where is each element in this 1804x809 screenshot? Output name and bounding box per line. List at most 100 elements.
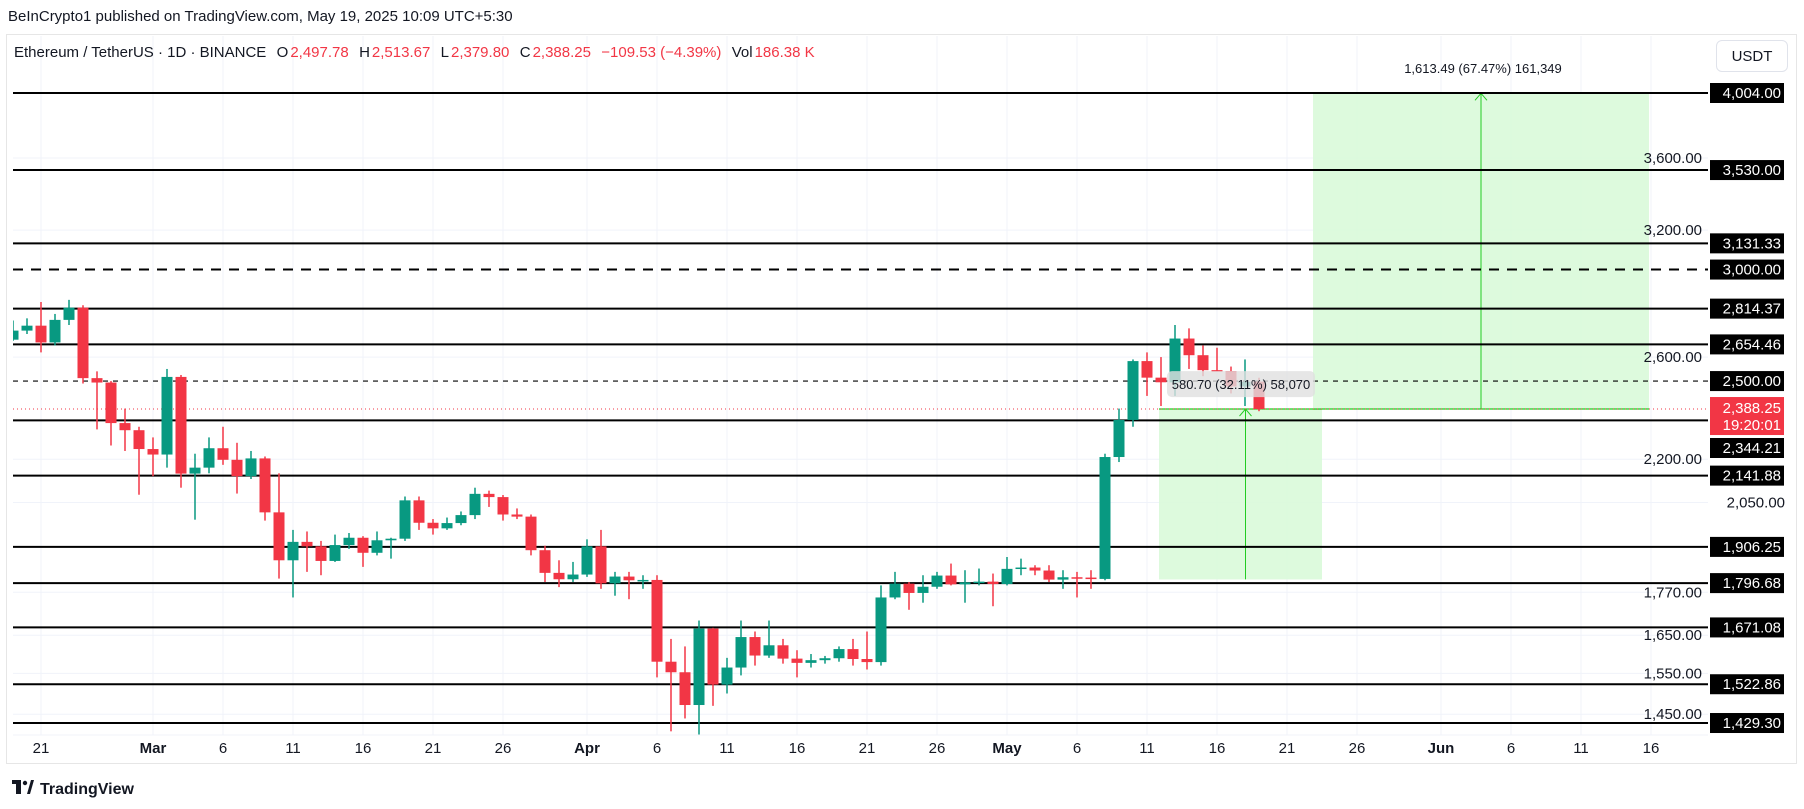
- badge-bg: [1710, 573, 1784, 594]
- candle-body: [455, 515, 467, 524]
- candle: [273, 473, 285, 579]
- x-tick-label: 11: [1573, 740, 1589, 757]
- close-value: 2,388.25: [532, 44, 591, 61]
- candle-body: [259, 458, 271, 513]
- candle: [917, 575, 929, 603]
- candle: [1099, 453, 1111, 581]
- badge-bg: [1710, 83, 1784, 103]
- candle-body: [623, 576, 635, 581]
- candle-body: [553, 572, 565, 580]
- badge-text: 2,654.46: [1723, 336, 1781, 353]
- level-price-badge: 2,344.21: [1710, 438, 1784, 458]
- candle-body: [1071, 577, 1083, 579]
- candle-body: [287, 541, 299, 561]
- badge-bg: [1710, 536, 1784, 557]
- badge-text: 2,141.88: [1723, 468, 1781, 485]
- tradingview-brand: TradingView: [40, 780, 134, 798]
- candle-body: [1043, 570, 1055, 580]
- measurement-box: [1159, 409, 1322, 580]
- change-value: −109.53 (−4.39%): [601, 44, 722, 61]
- level-price-badge: 1,796.68: [1710, 573, 1784, 594]
- candle-body: [35, 325, 47, 343]
- tradingview-footer[interactable]: TradingView: [12, 780, 134, 799]
- level-price-badge: 1,671.08: [1710, 617, 1784, 638]
- candle: [217, 426, 229, 465]
- candle-body: [819, 658, 831, 661]
- low-label: L: [440, 44, 449, 61]
- candle: [287, 529, 299, 598]
- candle: [13, 320, 19, 341]
- candle-body: [1197, 355, 1209, 371]
- x-tick-label: 21: [859, 740, 876, 757]
- y-tick-label: 1,770.00: [1644, 584, 1702, 601]
- close-label: C: [519, 44, 531, 61]
- candle-body: [175, 376, 187, 474]
- countdown-text: 19:20:01: [1723, 417, 1781, 434]
- candle-body: [525, 516, 537, 551]
- candle: [343, 533, 355, 549]
- plot-area: 580.70 (32.11%) 58,070: [13, 36, 1708, 735]
- candle-body: [385, 538, 397, 541]
- y-tick-label: 3,600.00: [1644, 150, 1702, 167]
- candle: [721, 657, 733, 694]
- candle-body: [119, 423, 131, 431]
- measurement-label: 580.70 (32.11%) 58,070: [1172, 377, 1311, 392]
- candle-body: [77, 307, 89, 379]
- candle-body: [581, 546, 593, 575]
- y-tick-label: 1,550.00: [1644, 665, 1702, 682]
- candle: [1057, 570, 1069, 589]
- candle: [1071, 571, 1083, 598]
- candle: [553, 560, 565, 588]
- x-tick-label: 6: [219, 740, 227, 757]
- candle: [889, 571, 901, 600]
- candle: [791, 650, 803, 678]
- candle: [91, 371, 103, 430]
- level-price-badge: 4,004.00: [1710, 83, 1784, 103]
- candle: [987, 573, 999, 607]
- candle-body: [1183, 338, 1195, 356]
- badge-bg: [1710, 397, 1784, 436]
- candle-body: [693, 628, 705, 706]
- candle-body: [511, 514, 523, 517]
- candle-body: [469, 493, 481, 516]
- candle-body: [357, 537, 369, 553]
- candle: [77, 305, 89, 384]
- candle: [861, 631, 873, 670]
- candle-body: [133, 430, 145, 450]
- y-tick-label: 1,650.00: [1644, 627, 1702, 644]
- candle: [105, 381, 117, 446]
- candle: [161, 368, 173, 468]
- candle-body: [49, 319, 61, 343]
- candle-body: [721, 667, 733, 685]
- candle: [679, 646, 691, 719]
- badge-text: 2,344.21: [1723, 440, 1781, 457]
- candle: [441, 517, 453, 530]
- candle: [1043, 565, 1055, 582]
- x-tick-label: 16: [1209, 740, 1226, 757]
- badge-text: 2,814.37: [1723, 301, 1781, 318]
- x-tick-label: 16: [789, 740, 806, 757]
- badge-text: 3,000.00: [1723, 262, 1781, 279]
- x-tick-label: 26: [1349, 740, 1366, 757]
- candle: [427, 519, 439, 535]
- candle: [651, 575, 663, 678]
- x-tick-label: Jun: [1428, 740, 1455, 757]
- candle-body: [413, 500, 425, 523]
- badge-text: 1,522.86: [1723, 676, 1781, 693]
- badge-bg: [1710, 465, 1784, 486]
- currency-button[interactable]: USDT: [1716, 40, 1788, 72]
- candle-body: [441, 523, 453, 529]
- candle: [973, 568, 985, 586]
- candle-body: [1113, 419, 1125, 458]
- y-tick-label: 3,200.00: [1644, 222, 1702, 239]
- candle: [693, 620, 705, 735]
- badge-bg: [1710, 674, 1784, 695]
- candle-body: [1057, 577, 1069, 580]
- candle-body: [245, 458, 257, 477]
- candle-body: [399, 500, 411, 539]
- candle-body: [343, 537, 355, 546]
- candle-body: [973, 581, 985, 584]
- symbol-name[interactable]: Ethereum / TetherUS · 1D · BINANCE: [14, 44, 267, 61]
- volume-value: 186.38 K: [754, 44, 815, 61]
